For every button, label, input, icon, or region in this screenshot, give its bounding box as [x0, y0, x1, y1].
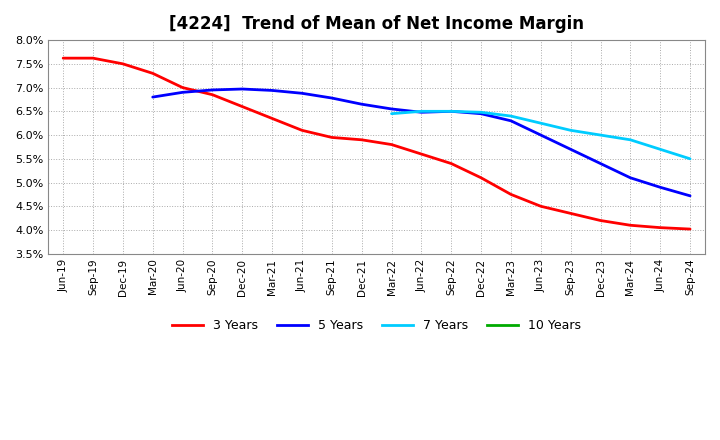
- Title: [4224]  Trend of Mean of Net Income Margin: [4224] Trend of Mean of Net Income Margi…: [169, 15, 584, 33]
- Legend: 3 Years, 5 Years, 7 Years, 10 Years: 3 Years, 5 Years, 7 Years, 10 Years: [167, 314, 586, 337]
